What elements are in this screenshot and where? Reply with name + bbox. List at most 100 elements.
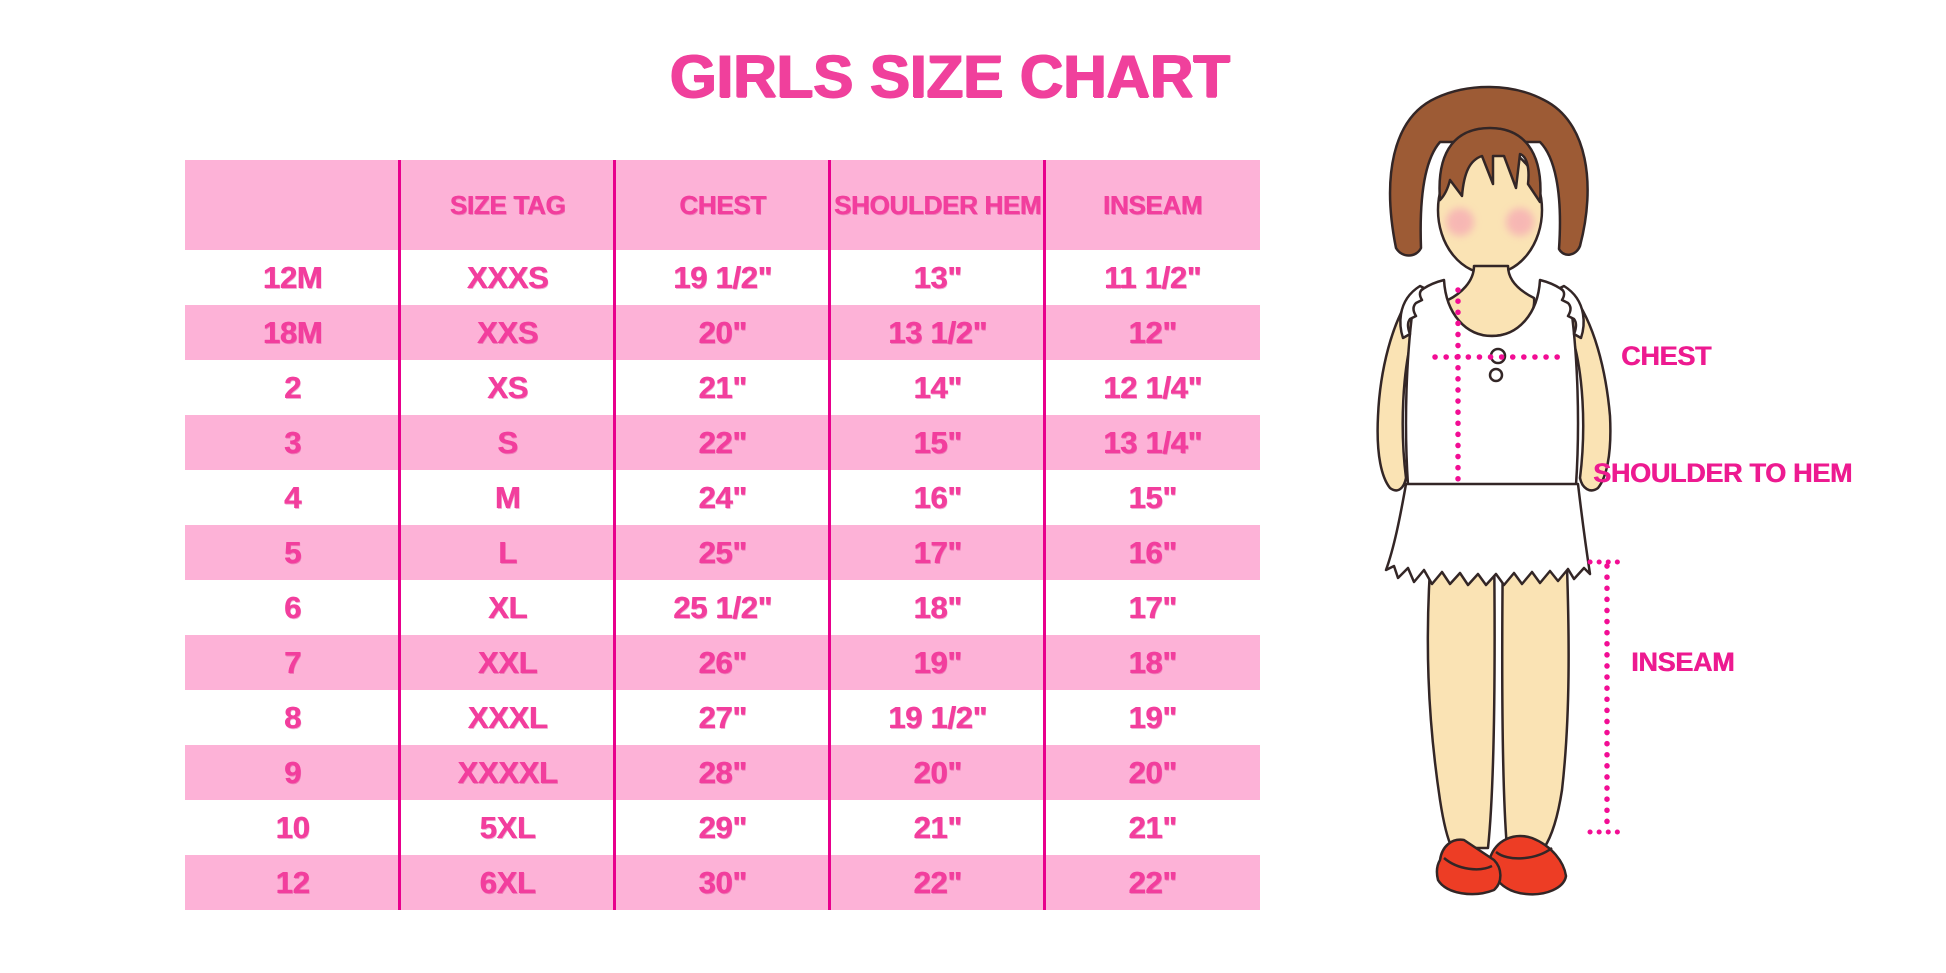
table-cell: 19 1/2": [888, 699, 987, 735]
inseam-label: INSEAM: [1631, 647, 1735, 677]
table-cell: 13": [913, 259, 962, 295]
page-title: GIRLS SIZE CHART: [669, 43, 1230, 110]
table-cell: 20": [913, 754, 962, 790]
table-cell: XXL: [477, 644, 538, 680]
table-cell: 9: [284, 754, 301, 790]
table-cell: 15": [913, 424, 962, 460]
table-cell: 16": [1128, 534, 1177, 570]
table-row: 5 L 25" 17" 16": [185, 525, 1260, 580]
table-cell: 5XL: [479, 809, 536, 845]
table-cell: 22": [1128, 864, 1177, 900]
table-row: 9 XXXXL 28" 20" 20": [185, 745, 1260, 800]
table-cell: 17": [1128, 589, 1177, 625]
table-cell: 5: [284, 534, 301, 570]
table-row: 18M XXS 20" 13 1/2" 12": [185, 305, 1260, 360]
size-table-body: 12M XXXS 19 1/2" 13" 11 1/2" 18M XXS 20" 13 1/2"…: [185, 250, 1260, 910]
table-cell: 27": [698, 699, 747, 735]
table-cell: 29": [698, 809, 747, 845]
table-row: 6 XL 25 1/2" 18" 17": [185, 580, 1260, 635]
table-cell: 25": [698, 534, 747, 570]
shoulder-to-hem-label: SHOULDER TO HEM: [1593, 458, 1853, 488]
table-cell: 26": [698, 644, 747, 680]
table-cell: 19": [1128, 699, 1177, 735]
table-cell: 20": [1128, 754, 1177, 790]
table-cell: 4: [284, 479, 301, 515]
header-cell-shoulder-hem: SHOULDER HEM: [833, 189, 1042, 220]
table-cell: S: [497, 424, 518, 460]
table-cell: 21": [698, 369, 747, 405]
table-cell: 12 1/4": [1103, 369, 1202, 405]
table-row: 2 XS 21" 14" 12 1/4": [185, 360, 1260, 415]
table-cell: 8: [284, 699, 301, 735]
table-row: 4 M 24" 16" 15": [185, 470, 1260, 525]
girl-shoe-right: [1488, 834, 1568, 896]
table-cell: 10: [275, 809, 310, 845]
girl-left-arm: [1376, 292, 1416, 492]
table-cell: 21": [1128, 809, 1177, 845]
table-cell: XXS: [476, 314, 539, 350]
header-cell-blank: [185, 160, 400, 250]
table-cell: 14": [913, 369, 962, 405]
table-cell: 12: [275, 864, 310, 900]
table-row: 8 XXXL 27" 19 1/2" 19": [185, 690, 1260, 745]
table-cell: 6: [284, 589, 301, 625]
table-cell: 6XL: [479, 864, 536, 900]
table-cell: 19 1/2": [673, 259, 772, 295]
chest-label: CHEST: [1621, 341, 1712, 371]
table-row: 7 XXL 26" 19" 18": [185, 635, 1260, 690]
table-cell: 28": [698, 754, 747, 790]
table-cell: L: [498, 534, 517, 570]
table-cell: 7: [284, 644, 301, 680]
table-cell: 19": [913, 644, 962, 680]
table-cell: 24": [698, 479, 747, 515]
table-cell: 21": [913, 809, 962, 845]
table-cell: 18": [913, 589, 962, 625]
girl-button-bottom: [1488, 367, 1504, 383]
table-cell: XL: [487, 589, 527, 625]
table-row: 12M XXXS 19 1/2" 13" 11 1/2": [185, 250, 1260, 305]
table-row: 10 5XL 29" 21" 21": [185, 800, 1260, 855]
table-cell: 12": [1128, 314, 1177, 350]
column-divider: [613, 160, 616, 910]
table-cell: XXXL: [467, 699, 548, 735]
header-cell-chest: CHEST: [679, 189, 766, 220]
table-cell: XXXXL: [457, 754, 558, 790]
table-cell: 22": [698, 424, 747, 460]
girl-shoe-left: [1435, 838, 1502, 896]
girl-shoe-right-strap: [1495, 846, 1553, 860]
table-row: 3 S 22" 15" 13 1/4": [185, 415, 1260, 470]
table-cell: 3: [284, 424, 301, 460]
table-row: 12 6XL 30" 22" 22": [185, 855, 1260, 910]
table-cell: 20": [698, 314, 747, 350]
girl-hair-back: [1388, 85, 1589, 257]
table-cell: XS: [487, 369, 528, 405]
girl-top: [1404, 278, 1580, 487]
girl-left-leg: [1426, 538, 1496, 850]
table-cell: 22": [913, 864, 962, 900]
girl-right-leg: [1500, 538, 1570, 850]
table-cell: 13 1/4": [1103, 424, 1202, 460]
table-cell: 2: [284, 369, 301, 405]
girl-hair-bangs: [1438, 126, 1542, 204]
girl-shoe-left-strap: [1443, 857, 1493, 871]
table-cell: 16": [913, 479, 962, 515]
table-cell: 18": [1128, 644, 1177, 680]
table-cell: 30": [698, 864, 747, 900]
table-cell: XXXS: [466, 259, 549, 295]
column-divider: [398, 160, 401, 910]
girl-illustration: [1376, 85, 1621, 896]
table-cell: 25 1/2": [673, 589, 772, 625]
table-cell: 18M: [262, 314, 323, 350]
girl-blush-left: [1446, 208, 1474, 236]
table-cell: 13 1/2": [888, 314, 987, 350]
column-divider: [828, 160, 831, 910]
column-divider: [1043, 160, 1046, 910]
girl-right-arm: [1568, 292, 1612, 492]
girl-skirt: [1384, 482, 1592, 587]
table-cell: 11 1/2": [1103, 259, 1202, 295]
table-cell: 12M: [262, 259, 323, 295]
size-chart-table: SIZE TAG CHEST SHOULDER HEM INSEAM 12M XX…: [185, 160, 1260, 910]
table-cell: M: [494, 479, 521, 515]
table-cell: 15": [1128, 479, 1177, 515]
girl-blush-right: [1506, 208, 1534, 236]
